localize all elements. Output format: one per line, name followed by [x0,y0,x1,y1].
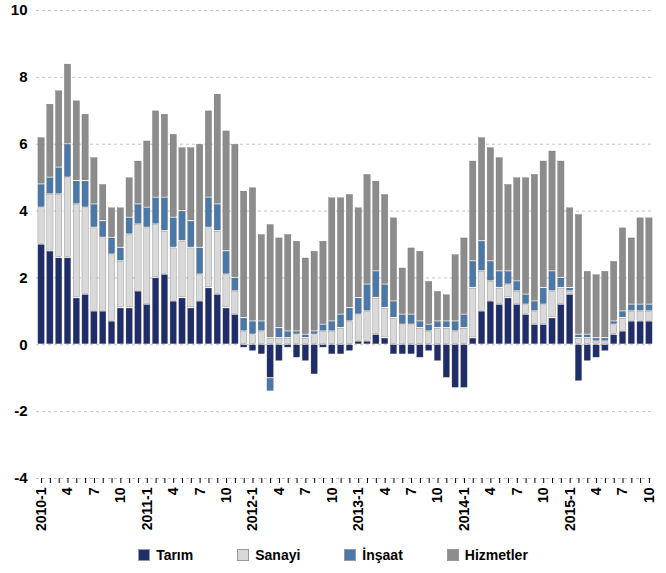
svg-text:2010-1: 2010-1 [33,487,49,531]
svg-text:4: 4 [59,487,75,495]
svg-text:-2: -2 [14,402,27,419]
svg-text:2011-1: 2011-1 [139,487,155,530]
svg-text:4: 4 [377,487,393,495]
html-text:Hizmetler: Hizmetler [464,547,528,563]
svg-text:7: 7 [192,487,208,495]
svg-text:4: 4 [588,487,604,495]
svg-text:4: 4 [19,202,28,219]
html-text:İnşaat: İnşaat [362,547,403,563]
svg-text:4: 4 [165,487,181,495]
svg-text:10: 10 [11,1,28,18]
svg-text:2013-1: 2013-1 [350,487,366,531]
html-text:Tarım: Tarım [156,547,194,563]
svg-text:2: 2 [19,269,27,286]
svg-text:10: 10 [112,487,128,503]
svg-text:10: 10 [641,487,657,503]
svg-text:7: 7 [614,487,630,495]
svg-text:10: 10 [324,487,340,503]
svg-text:0: 0 [19,336,27,353]
svg-text:8: 8 [19,68,27,85]
svg-text:7: 7 [509,487,525,495]
svg-text:2014-1: 2014-1 [456,487,472,531]
svg-text:7: 7 [297,487,313,495]
svg-text:4: 4 [271,487,287,495]
svg-text:4: 4 [482,487,498,495]
svg-text:10: 10 [218,487,234,503]
svg-text:10: 10 [429,487,445,503]
svg-text:7: 7 [86,487,102,495]
svg-text:-4: -4 [14,469,28,486]
svg-text:2015-1: 2015-1 [562,487,578,531]
svg-text:6: 6 [19,135,27,152]
svg-text:7: 7 [403,487,419,495]
svg-text:2012-1: 2012-1 [244,487,260,531]
svg-text:10: 10 [535,487,551,503]
html-text:Sanayi: Sanayi [255,547,301,563]
